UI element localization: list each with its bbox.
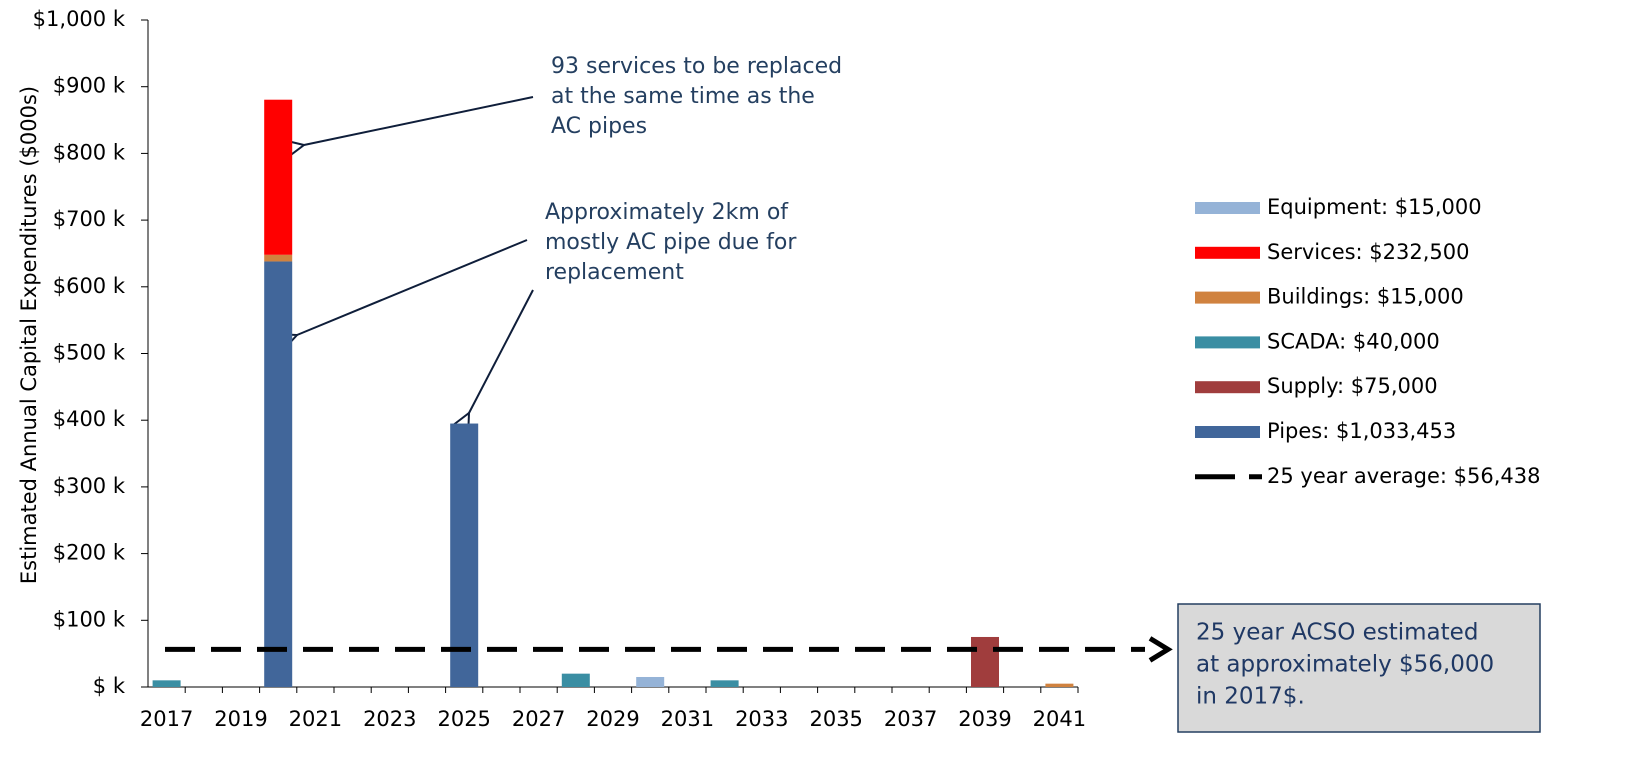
y-tick-label: $ k bbox=[93, 674, 126, 698]
callout-text: at approximately $56,000 bbox=[1196, 652, 1494, 678]
bar-segment bbox=[1045, 683, 1074, 687]
legend-swatch bbox=[1195, 336, 1260, 349]
callout-box bbox=[1177, 603, 1541, 733]
y-tick-label: $200 k bbox=[53, 541, 126, 565]
legend-label: Services: $232,500 bbox=[1267, 240, 1470, 264]
legend-label: Pipes: $1,033,453 bbox=[1267, 419, 1456, 443]
arrow bbox=[304, 96, 534, 145]
annotation: at the same time as the bbox=[551, 84, 815, 109]
legend-swatch bbox=[1195, 381, 1260, 394]
bar-segment bbox=[561, 673, 590, 687]
legend-label: SCADA: $40,000 bbox=[1267, 329, 1440, 353]
bar-segment bbox=[971, 636, 999, 687]
bar-segment bbox=[152, 680, 181, 687]
y-tick-label: $600 k bbox=[53, 274, 126, 298]
annotation: AC pipes bbox=[551, 114, 647, 139]
callout-text: in 2017$. bbox=[1196, 684, 1305, 710]
bar-segment bbox=[264, 99, 293, 255]
x-tick-label: 2037 bbox=[884, 707, 937, 731]
bar-segment bbox=[264, 261, 293, 687]
x-tick-label: 2023 bbox=[363, 707, 416, 731]
legend-label: Supply: $75,000 bbox=[1267, 374, 1438, 398]
x-tick-label: 2029 bbox=[586, 707, 639, 731]
bar-segment bbox=[710, 680, 739, 687]
arrow bbox=[297, 239, 528, 335]
x-tick-label: 2039 bbox=[958, 707, 1011, 731]
bar-segment bbox=[636, 676, 665, 687]
annotation: 93 services to be replaced bbox=[551, 54, 842, 79]
arrowhead bbox=[1148, 636, 1173, 663]
y-tick-label: $700 k bbox=[53, 207, 126, 231]
x-tick-label: 2025 bbox=[437, 707, 490, 731]
legend-label: Buildings: $15,000 bbox=[1267, 285, 1464, 309]
y-tick-label: $500 k bbox=[53, 341, 126, 365]
x-tick-label: 2027 bbox=[512, 707, 565, 731]
x-tick-label: 2021 bbox=[289, 707, 342, 731]
y-tick-label: $300 k bbox=[53, 474, 126, 498]
bar-segment bbox=[264, 254, 293, 262]
legend-label: 25 year average: $56,438 bbox=[1267, 464, 1540, 488]
y-axis-title: Estimated Annual Capital Expenditures ($… bbox=[17, 86, 41, 584]
legend-label: Equipment: $15,000 bbox=[1267, 195, 1482, 219]
y-tick-label: $900 k bbox=[53, 74, 126, 98]
annotation: mostly AC pipe due for bbox=[545, 230, 797, 255]
bar-segment bbox=[450, 423, 479, 687]
annotation: replacement bbox=[545, 260, 684, 285]
legend-swatch bbox=[1195, 246, 1260, 259]
y-tick-label: $800 k bbox=[53, 140, 126, 164]
legend-swatch bbox=[1195, 291, 1260, 304]
x-tick-label: 2035 bbox=[809, 707, 862, 731]
x-tick-label: 2031 bbox=[661, 707, 714, 731]
y-tick-label: $400 k bbox=[53, 407, 126, 431]
x-tick-label: 2019 bbox=[214, 707, 267, 731]
legend-swatch bbox=[1195, 202, 1260, 214]
annotation: Approximately 2km of bbox=[545, 200, 789, 225]
legend-swatch bbox=[1195, 426, 1260, 438]
arrow bbox=[469, 289, 534, 413]
x-tick-label: 2033 bbox=[735, 707, 788, 731]
x-tick-label: 2041 bbox=[1033, 707, 1086, 731]
y-tick-label: $100 k bbox=[53, 607, 126, 631]
y-tick-label: $1,000 k bbox=[33, 7, 126, 31]
callout-text: 25 year ACSO estimated bbox=[1196, 620, 1478, 646]
x-tick-label: 2017 bbox=[140, 707, 193, 731]
